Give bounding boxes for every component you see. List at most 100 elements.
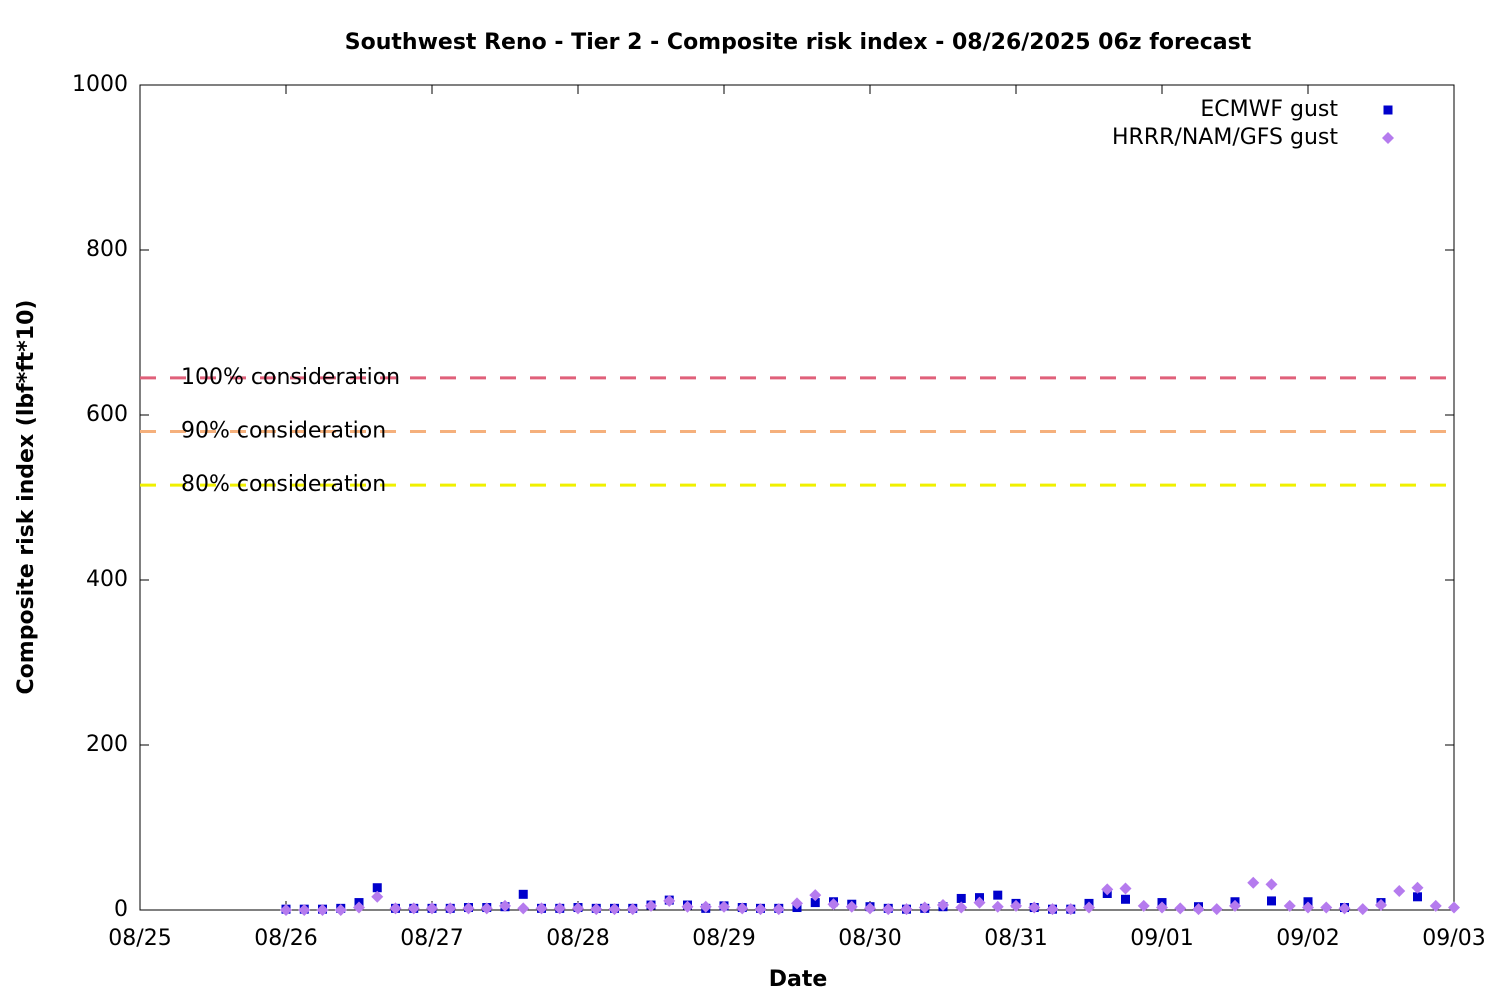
data-point xyxy=(1028,901,1041,914)
data-point xyxy=(1247,876,1260,889)
data-point xyxy=(699,900,712,913)
y-axis-label: Composite risk index (lbf*ft*10) xyxy=(14,300,39,695)
data-point xyxy=(1046,903,1059,916)
data-point xyxy=(718,900,730,913)
data-point xyxy=(1119,882,1132,895)
data-point xyxy=(1320,901,1333,914)
data-point xyxy=(353,901,365,914)
data-point xyxy=(1393,885,1406,898)
data-point xyxy=(316,904,329,916)
data-point xyxy=(1448,901,1460,914)
y-tick-label: 0 xyxy=(114,897,128,922)
data-point xyxy=(918,901,931,914)
data-point xyxy=(772,903,785,916)
data-point xyxy=(754,903,767,916)
y-tick-label: 1000 xyxy=(72,72,128,97)
data-point xyxy=(1137,899,1150,912)
data-point xyxy=(518,889,528,899)
data-point xyxy=(608,903,621,916)
data-point xyxy=(626,903,639,916)
data-point xyxy=(1413,892,1422,902)
data-point xyxy=(1121,894,1130,904)
reference-label: 90% consideration xyxy=(181,419,386,444)
data-point xyxy=(937,899,949,912)
data-point xyxy=(444,902,457,915)
data-point xyxy=(1210,903,1223,916)
legend-marker xyxy=(1382,132,1394,144)
data-point xyxy=(1356,903,1369,916)
x-tick-label: 09/03 xyxy=(1422,926,1485,951)
data-point xyxy=(1267,896,1276,906)
x-tick-label: 08/25 xyxy=(108,926,171,951)
data-point xyxy=(900,903,913,916)
data-point xyxy=(499,899,511,912)
x-tick-label: 08/28 xyxy=(546,926,609,951)
data-point xyxy=(809,889,822,902)
data-point xyxy=(1174,902,1187,915)
x-axis-label: Date xyxy=(769,967,828,992)
data-point xyxy=(736,902,749,915)
data-point xyxy=(993,890,1003,900)
data-point xyxy=(810,898,820,908)
x-tick-label: 08/27 xyxy=(400,926,463,951)
data-point xyxy=(1064,903,1077,916)
data-point xyxy=(462,902,475,915)
reference-label: 100% consideration xyxy=(181,365,400,390)
data-point xyxy=(1429,899,1442,912)
data-point xyxy=(298,904,311,916)
y-tick-label: 600 xyxy=(86,402,128,427)
data-point xyxy=(1083,901,1095,914)
x-tick-label: 08/29 xyxy=(692,926,755,951)
legend-marker xyxy=(1383,105,1393,115)
x-tick-label: 09/02 xyxy=(1276,926,1339,951)
data-point xyxy=(1375,899,1387,912)
x-tick-label: 08/26 xyxy=(254,926,317,951)
reference-label: 80% consideration xyxy=(181,472,386,497)
data-point xyxy=(956,893,966,903)
data-point xyxy=(535,902,548,915)
x-tick-label: 08/30 xyxy=(838,926,901,951)
data-point xyxy=(1283,899,1296,912)
y-tick-label: 400 xyxy=(86,567,128,592)
data-point xyxy=(827,898,840,911)
data-point xyxy=(663,894,676,907)
data-point xyxy=(973,896,986,909)
data-point xyxy=(1101,883,1114,896)
data-point xyxy=(426,902,438,915)
data-point xyxy=(371,890,384,903)
data-point xyxy=(1156,901,1168,914)
data-point xyxy=(1302,901,1314,914)
data-point xyxy=(882,903,895,916)
legend-label: HRRR/NAM/GFS gust xyxy=(1112,125,1338,150)
data-point xyxy=(1229,899,1241,912)
data-point xyxy=(572,902,584,915)
data-point xyxy=(1265,878,1278,891)
data-point xyxy=(845,900,858,913)
data-point xyxy=(791,897,803,910)
data-point xyxy=(480,902,493,915)
data-point xyxy=(955,901,968,914)
data-point xyxy=(590,903,603,916)
data-point xyxy=(389,902,402,915)
data-point xyxy=(280,904,292,916)
data-point xyxy=(1192,903,1205,916)
data-point xyxy=(517,902,530,915)
data-point xyxy=(1338,902,1351,915)
data-point xyxy=(1411,881,1424,894)
x-tick-label: 09/01 xyxy=(1130,926,1193,951)
data-point xyxy=(681,900,694,913)
data-point xyxy=(334,904,347,916)
plot-frame xyxy=(139,84,1455,911)
data-point xyxy=(553,902,566,915)
y-tick-label: 800 xyxy=(86,237,128,262)
y-tick-label: 200 xyxy=(86,732,128,757)
data-point xyxy=(864,902,876,915)
data-point xyxy=(991,900,1004,913)
data-point xyxy=(372,883,382,893)
chart-title: Southwest Reno - Tier 2 - Composite risk… xyxy=(345,30,1252,55)
data-point xyxy=(407,902,420,915)
data-point xyxy=(645,899,657,912)
data-point xyxy=(1010,899,1022,912)
